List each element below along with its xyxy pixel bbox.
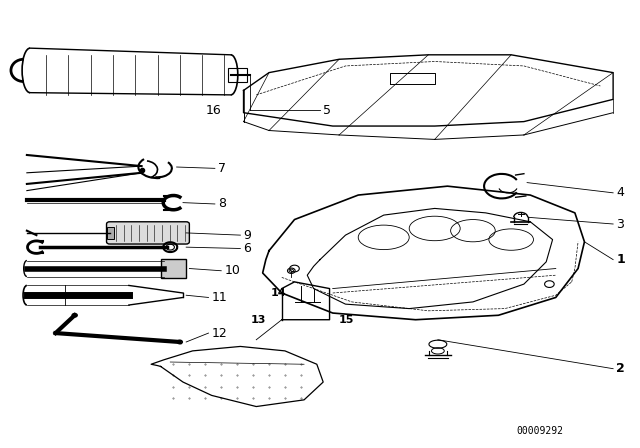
Text: 9: 9 [244,228,252,241]
Text: 00009292: 00009292 [516,426,563,436]
Text: 14: 14 [271,288,286,298]
Text: 15: 15 [339,315,355,325]
Bar [228,68,246,82]
Text: 12: 12 [212,327,227,340]
Bar [106,227,114,239]
Text: 16: 16 [205,104,221,117]
Text: 7: 7 [218,162,226,175]
Text: 11: 11 [212,291,227,304]
Text: 4: 4 [616,186,624,199]
Text: 5: 5 [323,104,331,117]
Text: 2: 2 [616,362,625,375]
Text: 1: 1 [616,253,625,266]
Text: 13: 13 [250,315,266,325]
Text: 10: 10 [225,264,240,277]
Text: 6: 6 [244,242,252,255]
Bar [161,259,186,278]
FancyBboxPatch shape [106,222,189,244]
Text: 8: 8 [218,198,226,211]
Text: 3: 3 [616,217,624,231]
